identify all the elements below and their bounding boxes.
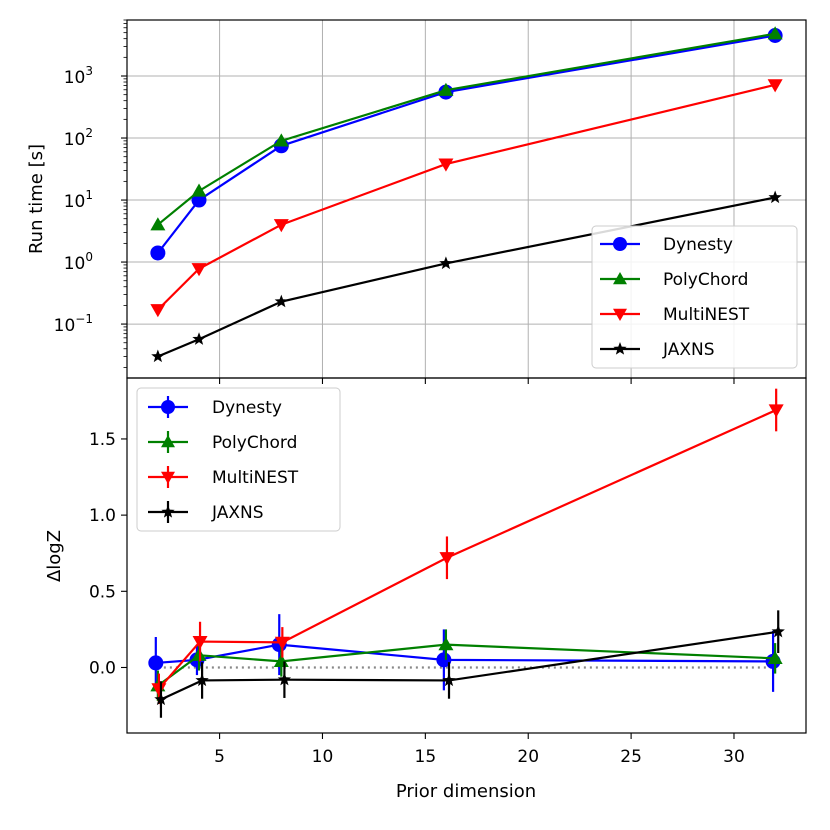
bottom-point-jaxns (442, 673, 456, 687)
bottom-series (148, 388, 785, 718)
top-legend-marker-jaxns (613, 342, 627, 355)
bottom-point-dynesty (436, 652, 452, 668)
top-point-multinest (438, 158, 454, 172)
bottom-x-axis-label: Prior dimension (396, 781, 536, 802)
top-legend-label-multinest: MultiNEST (663, 305, 750, 325)
bottom-point-jaxns (195, 673, 209, 687)
top-y-tick-label: 101 (64, 188, 93, 212)
top-point-jaxns (151, 349, 165, 363)
top-series (150, 26, 783, 363)
bottom-point-multinest (274, 636, 290, 650)
bottom-x-tick-label: 5 (214, 747, 225, 767)
top-legend-marker-polychord (613, 272, 627, 285)
bottom-point-polychord (767, 650, 783, 664)
bottom-legend-marker-multinest (161, 471, 175, 484)
top-legend-marker-multinest (613, 308, 627, 321)
bottom-y-axis-label: ΔlogZ (44, 530, 65, 582)
top-y-tick-label: 103 (64, 64, 93, 88)
top-legend-label-jaxns: JAXNS (662, 340, 715, 360)
top-grid (127, 20, 806, 378)
bottom-point-multinest (439, 552, 455, 566)
top-point-polychord (438, 82, 454, 96)
bottom-point-dynesty (148, 655, 164, 671)
top-point-multinest (150, 304, 166, 318)
top-y-ticks: 10−1 100 101 102 103 (54, 19, 735, 384)
top-legend: Dynesty PolyChord MultiNEST JAXNS (591, 225, 798, 369)
top-legend-label-polychord: PolyChord (663, 270, 748, 290)
bottom-point-polychord (438, 637, 454, 651)
bottom-legend-label-jaxns: JAXNS (211, 503, 264, 523)
top-point-multinest (191, 263, 207, 277)
bottom-legend-label-multinest: MultiNEST (212, 468, 299, 488)
bottom-point-jaxns (154, 692, 168, 706)
top-y-tick-label: 10−1 (54, 312, 93, 336)
bottom-plot-frame (126, 377, 807, 734)
top-panel: 10−1 100 101 102 103 Run time [s] Dynesty Pol… (26, 19, 807, 384)
bottom-panel: 5 10 15 20 25 30 0.0 0.5 1.0 1.5 ΔlogZ Prior dime… (44, 377, 807, 802)
bottom-y-tick-label: 1.5 (89, 430, 116, 450)
bottom-legend: Dynesty PolyChord MultiNEST JAXNS (136, 387, 341, 532)
top-legend-label-dynesty: Dynesty (663, 235, 733, 255)
top-point-multinest (273, 219, 289, 233)
bottom-y-tick-label: 0.0 (89, 658, 116, 678)
bottom-point-multinest (151, 683, 167, 697)
bottom-legend-label-dynesty: Dynesty (212, 398, 282, 418)
top-point-jaxns (439, 256, 453, 270)
top-point-dynesty (150, 245, 166, 261)
bottom-legend-marker-dynesty (161, 400, 175, 414)
top-point-jaxns (192, 332, 206, 345)
bottom-point-jaxns (277, 672, 292, 686)
top-y-tick-label: 100 (64, 250, 93, 274)
bottom-legend-box (136, 387, 341, 532)
bottom-point-multinest (768, 404, 784, 418)
top-legend-marker-dynesty (613, 237, 627, 251)
top-y-axis-label: Run time [s] (26, 144, 47, 254)
top-point-jaxns (768, 190, 782, 204)
top-legend-box (591, 225, 798, 369)
bottom-y-tick-label: 0.5 (89, 582, 116, 602)
top-point-polychord (191, 183, 207, 197)
top-point-polychord (273, 133, 289, 147)
bottom-legend-label-polychord: PolyChord (212, 433, 297, 453)
bottom-x-tick-label: 10 (312, 747, 334, 767)
top-y-tick-label: 102 (64, 126, 93, 150)
top-point-jaxns (274, 294, 288, 308)
top-point-multinest (767, 79, 783, 93)
bottom-point-jaxns (771, 624, 785, 638)
bottom-x-tick-label: 25 (620, 747, 642, 767)
bottom-x-tick-label: 15 (415, 747, 437, 767)
bottom-legend-marker-polychord (161, 435, 175, 448)
bottom-axis-ticks: 5 10 15 20 25 30 0.0 0.5 1.0 1.5 (89, 430, 745, 767)
top-point-polychord (150, 217, 166, 231)
bottom-x-tick-label: 20 (517, 747, 539, 767)
bottom-y-tick-label: 1.0 (89, 506, 116, 526)
bottom-point-multinest (192, 635, 208, 650)
top-point-polychord (767, 26, 783, 40)
bottom-x-tick-label: 30 (723, 747, 745, 767)
bottom-legend-marker-jaxns (161, 505, 175, 518)
